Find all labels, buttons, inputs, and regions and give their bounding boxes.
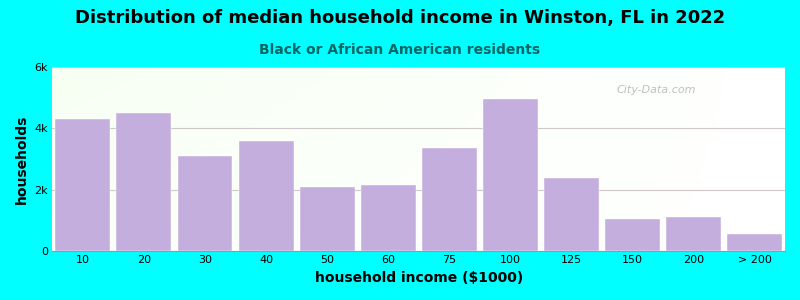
- Bar: [422, 148, 477, 251]
- Bar: [117, 113, 171, 251]
- Bar: [727, 234, 782, 251]
- Bar: [605, 219, 660, 251]
- Text: Black or African American residents: Black or African American residents: [259, 44, 541, 58]
- Bar: [55, 119, 110, 251]
- Text: Distribution of median household income in Winston, FL in 2022: Distribution of median household income …: [75, 9, 725, 27]
- X-axis label: household income ($1000): household income ($1000): [314, 271, 522, 285]
- Bar: [178, 156, 233, 251]
- Y-axis label: households: households: [15, 115, 29, 204]
- Bar: [544, 178, 598, 251]
- Bar: [666, 218, 721, 251]
- Bar: [482, 99, 538, 251]
- Bar: [238, 141, 294, 251]
- Bar: [300, 187, 354, 251]
- Text: City-Data.com: City-Data.com: [617, 85, 696, 95]
- Bar: [361, 185, 416, 251]
